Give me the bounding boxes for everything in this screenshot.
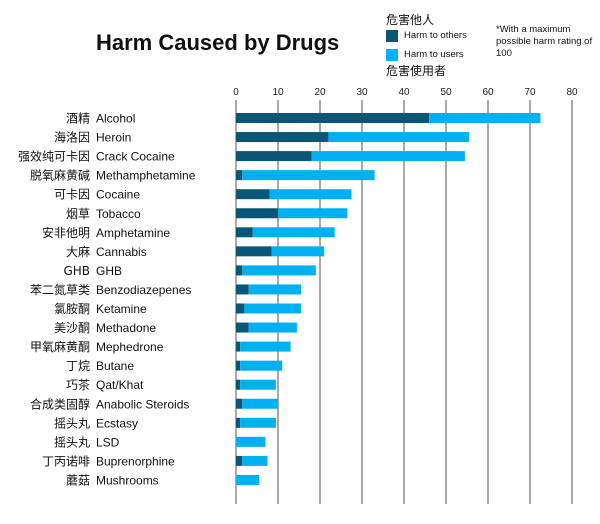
category-label-buprenorphine: Buprenorphine (96, 454, 175, 468)
bar-ghb-users (242, 265, 316, 276)
category-label-benzodiazepenes: Benzodiazepenes (96, 283, 191, 297)
category-label-qat-khat: Qat/Khat (96, 378, 144, 392)
bar-methadone-users (248, 322, 297, 333)
x-tick-label-50: 50 (440, 87, 452, 98)
category-label-zh-crack-cocaine: 强效纯可卡因 (18, 149, 90, 164)
category-label-zh-methamphetamine: 脱氧麻黄碱 (30, 168, 90, 183)
category-label-heroin: Heroin (96, 131, 131, 145)
bar-tobacco-others (236, 208, 278, 219)
bar-methadone-others (236, 322, 249, 333)
legend-users-label: Harm to users (404, 49, 464, 60)
bar-benzodiazepenes-others (236, 284, 249, 295)
category-label-tobacco: Tobacco (96, 207, 141, 221)
bar-butane-users (240, 360, 283, 371)
bar-methamphetamine-users (242, 170, 375, 181)
bar-amphetamine-users (252, 227, 335, 238)
bar-crack-cocaine-others (236, 151, 312, 162)
bar-cannabis-users (271, 246, 325, 257)
category-label-zh-amphetamine: 安非他明 (42, 225, 90, 240)
category-label-zh-qat-khat: 巧茶 (66, 377, 90, 392)
bar-qat-khat-others (236, 379, 241, 390)
bar-qat-khat-users (240, 379, 276, 390)
bar-heroin-others (236, 132, 329, 143)
bar-anabolic-steroids-users (242, 398, 278, 409)
bar-mephedrone-others (236, 341, 241, 352)
category-label-zh-buprenorphine: 丁丙诺啡 (42, 454, 90, 468)
chart-title: Harm Caused by Drugs (96, 30, 340, 55)
bar-cocaine-users (269, 189, 352, 200)
category-label-crack-cocaine: Crack Cocaine (96, 150, 175, 164)
bar-methamphetamine-others (236, 170, 243, 181)
category-label-mushrooms: Mushrooms (96, 473, 159, 487)
bar-mushrooms-users (236, 474, 260, 485)
category-label-amphetamine: Amphetamine (96, 226, 170, 240)
x-tick-label-30: 30 (356, 87, 368, 98)
bar-benzodiazepenes-users (248, 284, 302, 295)
x-tick-label-70: 70 (524, 87, 536, 98)
bar-cocaine-others (236, 189, 270, 200)
category-label-zh-butane: 丁烷 (66, 359, 90, 373)
category-label-cocaine: Cocaine (96, 188, 140, 202)
bar-cannabis-others (236, 246, 272, 257)
category-label-zh-methadone: 美沙酮 (54, 321, 90, 335)
bar-buprenorphine-others (236, 455, 243, 466)
x-tick-label-10: 10 (272, 87, 284, 98)
category-label-butane: Butane (96, 359, 134, 373)
category-label-zh-ecstasy: 摇头丸 (54, 416, 90, 430)
category-label-anabolic-steroids: Anabolic Steroids (96, 397, 189, 411)
category-label-alcohol: Alcohol (96, 112, 135, 126)
bar-ketamine-users (244, 303, 302, 314)
x-tick-label-60: 60 (482, 87, 494, 98)
bar-ecstasy-others (236, 417, 241, 428)
category-label-lsd: LSD (96, 435, 120, 449)
bar-ecstasy-users (240, 417, 276, 428)
legend-swatch-others (386, 30, 398, 42)
legend-item-others: Harm to others (386, 28, 496, 44)
legend-item-users: Harm to users (386, 47, 496, 63)
category-label-zh-lsd: 摇头丸 (54, 435, 90, 449)
bar-amphetamine-others (236, 227, 253, 238)
category-label-ghb: GHB (96, 264, 122, 278)
bar-ghb-others (236, 265, 243, 276)
bar-lsd-users (236, 436, 266, 447)
legend-swatch-users (386, 49, 398, 61)
category-label-ketamine: Ketamine (96, 302, 147, 316)
bar-crack-cocaine-users (311, 151, 465, 162)
category-label-methamphetamine: Methamphetamine (96, 169, 196, 183)
x-tick-label-20: 20 (314, 87, 326, 98)
category-label-zh-mephedrone: 甲氧麻黄酮 (30, 339, 90, 354)
category-label-zh-mushrooms: 蘑菇 (66, 473, 90, 487)
category-label-zh-cannabis: 大麻 (66, 244, 90, 259)
category-label-ecstasy: Ecstasy (96, 416, 138, 430)
category-label-zh-benzodiazepenes: 苯二氮草类 (30, 282, 90, 297)
category-label-zh-ghb: GHB (63, 264, 90, 278)
bar-buprenorphine-users (242, 455, 268, 466)
legend-others-label: Harm to others (404, 30, 467, 41)
bar-alcohol-users (429, 113, 541, 123)
category-label-zh-heroin: 海洛因 (54, 130, 90, 145)
max-rating-note: *With a maximum possible harm rating of … (496, 24, 593, 59)
bar-anabolic-steroids-others (236, 398, 243, 409)
category-label-zh-alcohol: 酒精 (66, 112, 90, 126)
bar-tobacco-users (278, 208, 348, 219)
x-tick-label-80: 80 (566, 87, 578, 98)
category-label-zh-cocaine: 可卡因 (54, 188, 90, 202)
category-label-zh-tobacco: 烟草 (66, 207, 90, 221)
category-label-zh-ketamine: 氯胺酮 (54, 302, 90, 316)
category-label-methadone: Methadone (96, 321, 156, 335)
legend-others-zh-label: 危害他人 (386, 13, 435, 27)
category-label-cannabis: Cannabis (96, 245, 147, 259)
bar-mephedrone-users (240, 341, 291, 352)
bar-butane-others (236, 360, 241, 371)
bar-heroin-users (328, 132, 470, 143)
legend: 危害他人 Harm to others Harm to users 危害使用者 (386, 12, 496, 79)
x-tick-label-40: 40 (398, 87, 410, 98)
bar-alcohol-others (236, 113, 430, 123)
legend-users-zh-label: 危害使用者 (386, 64, 447, 78)
x-tick-label-0: 0 (233, 87, 239, 98)
category-label-mephedrone: Mephedrone (96, 340, 164, 354)
category-label-zh-anabolic-steroids: 合成类固醇 (30, 396, 90, 411)
bar-ketamine-others (236, 303, 245, 314)
